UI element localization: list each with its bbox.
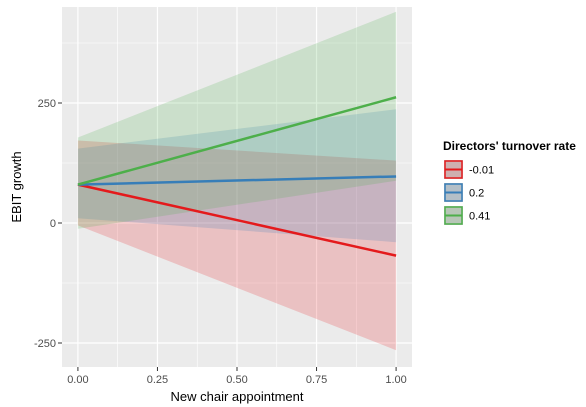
ribbon--0.01 <box>77 140 397 351</box>
series-lines <box>77 96 397 257</box>
major-gridlines <box>62 7 412 367</box>
y-axis-ticks: -250 0 250 <box>34 98 62 350</box>
y-tick-label: 250 <box>38 98 56 110</box>
x-tick-label: 0.25 <box>147 374 168 386</box>
legend-label: 0.2 <box>469 188 484 200</box>
x-axis-title: New chair appointment <box>171 389 304 404</box>
x-tick-label: 0.50 <box>226 374 247 386</box>
y-axis-title: EBIT growth <box>9 151 24 222</box>
legend-label: -0.01 <box>469 165 494 177</box>
y-tick-label: -250 <box>34 338 56 350</box>
ribbon-0.2 <box>77 109 397 243</box>
x-tick-label: 0.75 <box>306 374 327 386</box>
legend-title: Directors' turnover rate <box>443 139 576 153</box>
x-tick-label: 1.00 <box>385 374 406 386</box>
line-0.2 <box>77 175 397 186</box>
line--0.01 <box>77 183 397 257</box>
line-0.41 <box>77 96 397 186</box>
x-axis-ticks: 0.00 0.25 0.50 0.75 1.00 <box>67 367 407 386</box>
legend-items: -0.01 0.2 0.41 <box>444 160 494 225</box>
y-tick-label: 0 <box>50 218 56 230</box>
legend: Directors' turnover rate -0.01 0.2 0.41 <box>443 139 576 225</box>
confidence-ribbons <box>77 11 397 351</box>
ribbon-0.41 <box>77 11 397 229</box>
legend-label: 0.41 <box>469 211 490 223</box>
x-tick-label: 0.00 <box>67 374 88 386</box>
